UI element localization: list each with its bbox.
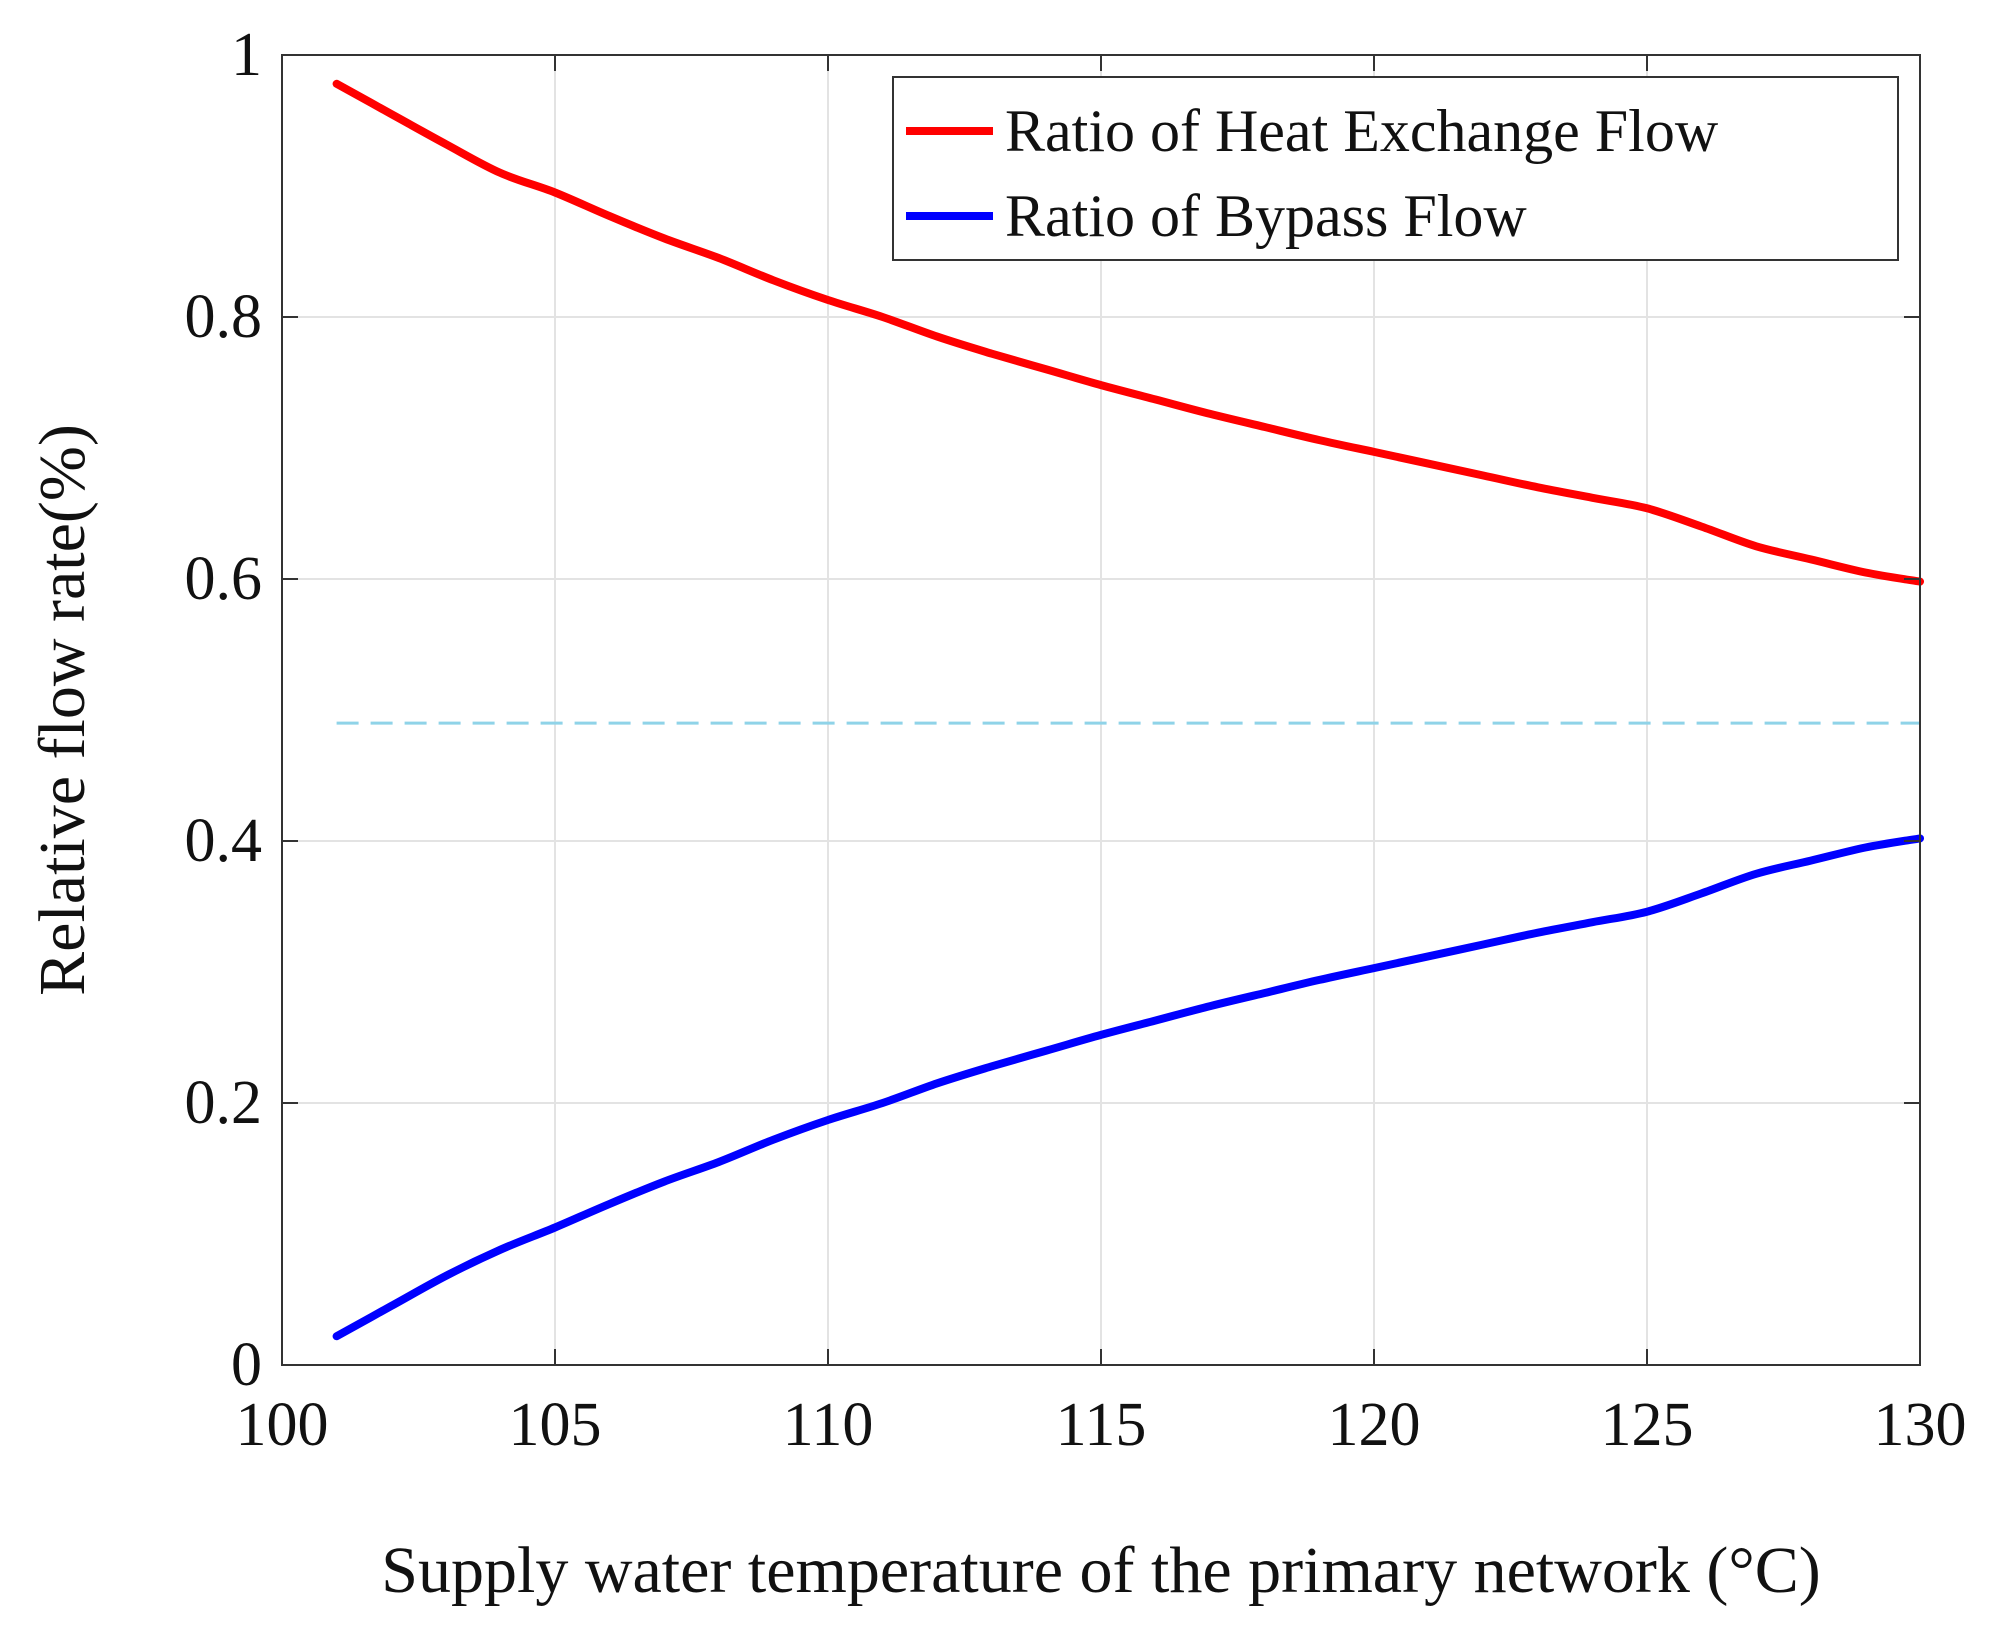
x-tick-label: 120 xyxy=(1328,1391,1421,1459)
y-tick-label: 0.6 xyxy=(185,545,263,613)
x-tick-label: 110 xyxy=(783,1391,874,1459)
series-layer xyxy=(332,79,1924,1341)
y-tick-label: 0.8 xyxy=(185,283,263,351)
x-tick-label: 100 xyxy=(236,1391,329,1459)
x-axis-label: Supply water temperature of the primary … xyxy=(381,1534,1820,1607)
x-tick-label: 130 xyxy=(1874,1391,1967,1459)
y-tick-label: 0 xyxy=(231,1331,262,1399)
x-tick-label: 105 xyxy=(509,1391,602,1459)
series-line-1 xyxy=(332,834,1924,1341)
x-tick-label: 125 xyxy=(1601,1391,1694,1459)
y-axis-label: Relative flow rate(%) xyxy=(26,424,99,996)
legend-label: Ratio of Bypass Flow xyxy=(1005,183,1527,249)
legend-box xyxy=(892,76,1899,261)
legend-label: Ratio of Heat Exchange Flow xyxy=(1005,98,1719,164)
x-tick-label: 115 xyxy=(1056,1391,1147,1459)
legend: Ratio of Heat Exchange Flow Ratio of Bypa… xyxy=(892,76,1899,261)
y-tick-label: 0.4 xyxy=(185,807,263,875)
series-line-0 xyxy=(332,79,1924,586)
y-tick-label: 1 xyxy=(231,21,262,89)
tick-layer: 100 105 110 115 120 125 130 0 0.2 0.4 0.6 0.8 1 xyxy=(185,21,1967,1459)
y-tick-label: 0.2 xyxy=(185,1069,263,1137)
